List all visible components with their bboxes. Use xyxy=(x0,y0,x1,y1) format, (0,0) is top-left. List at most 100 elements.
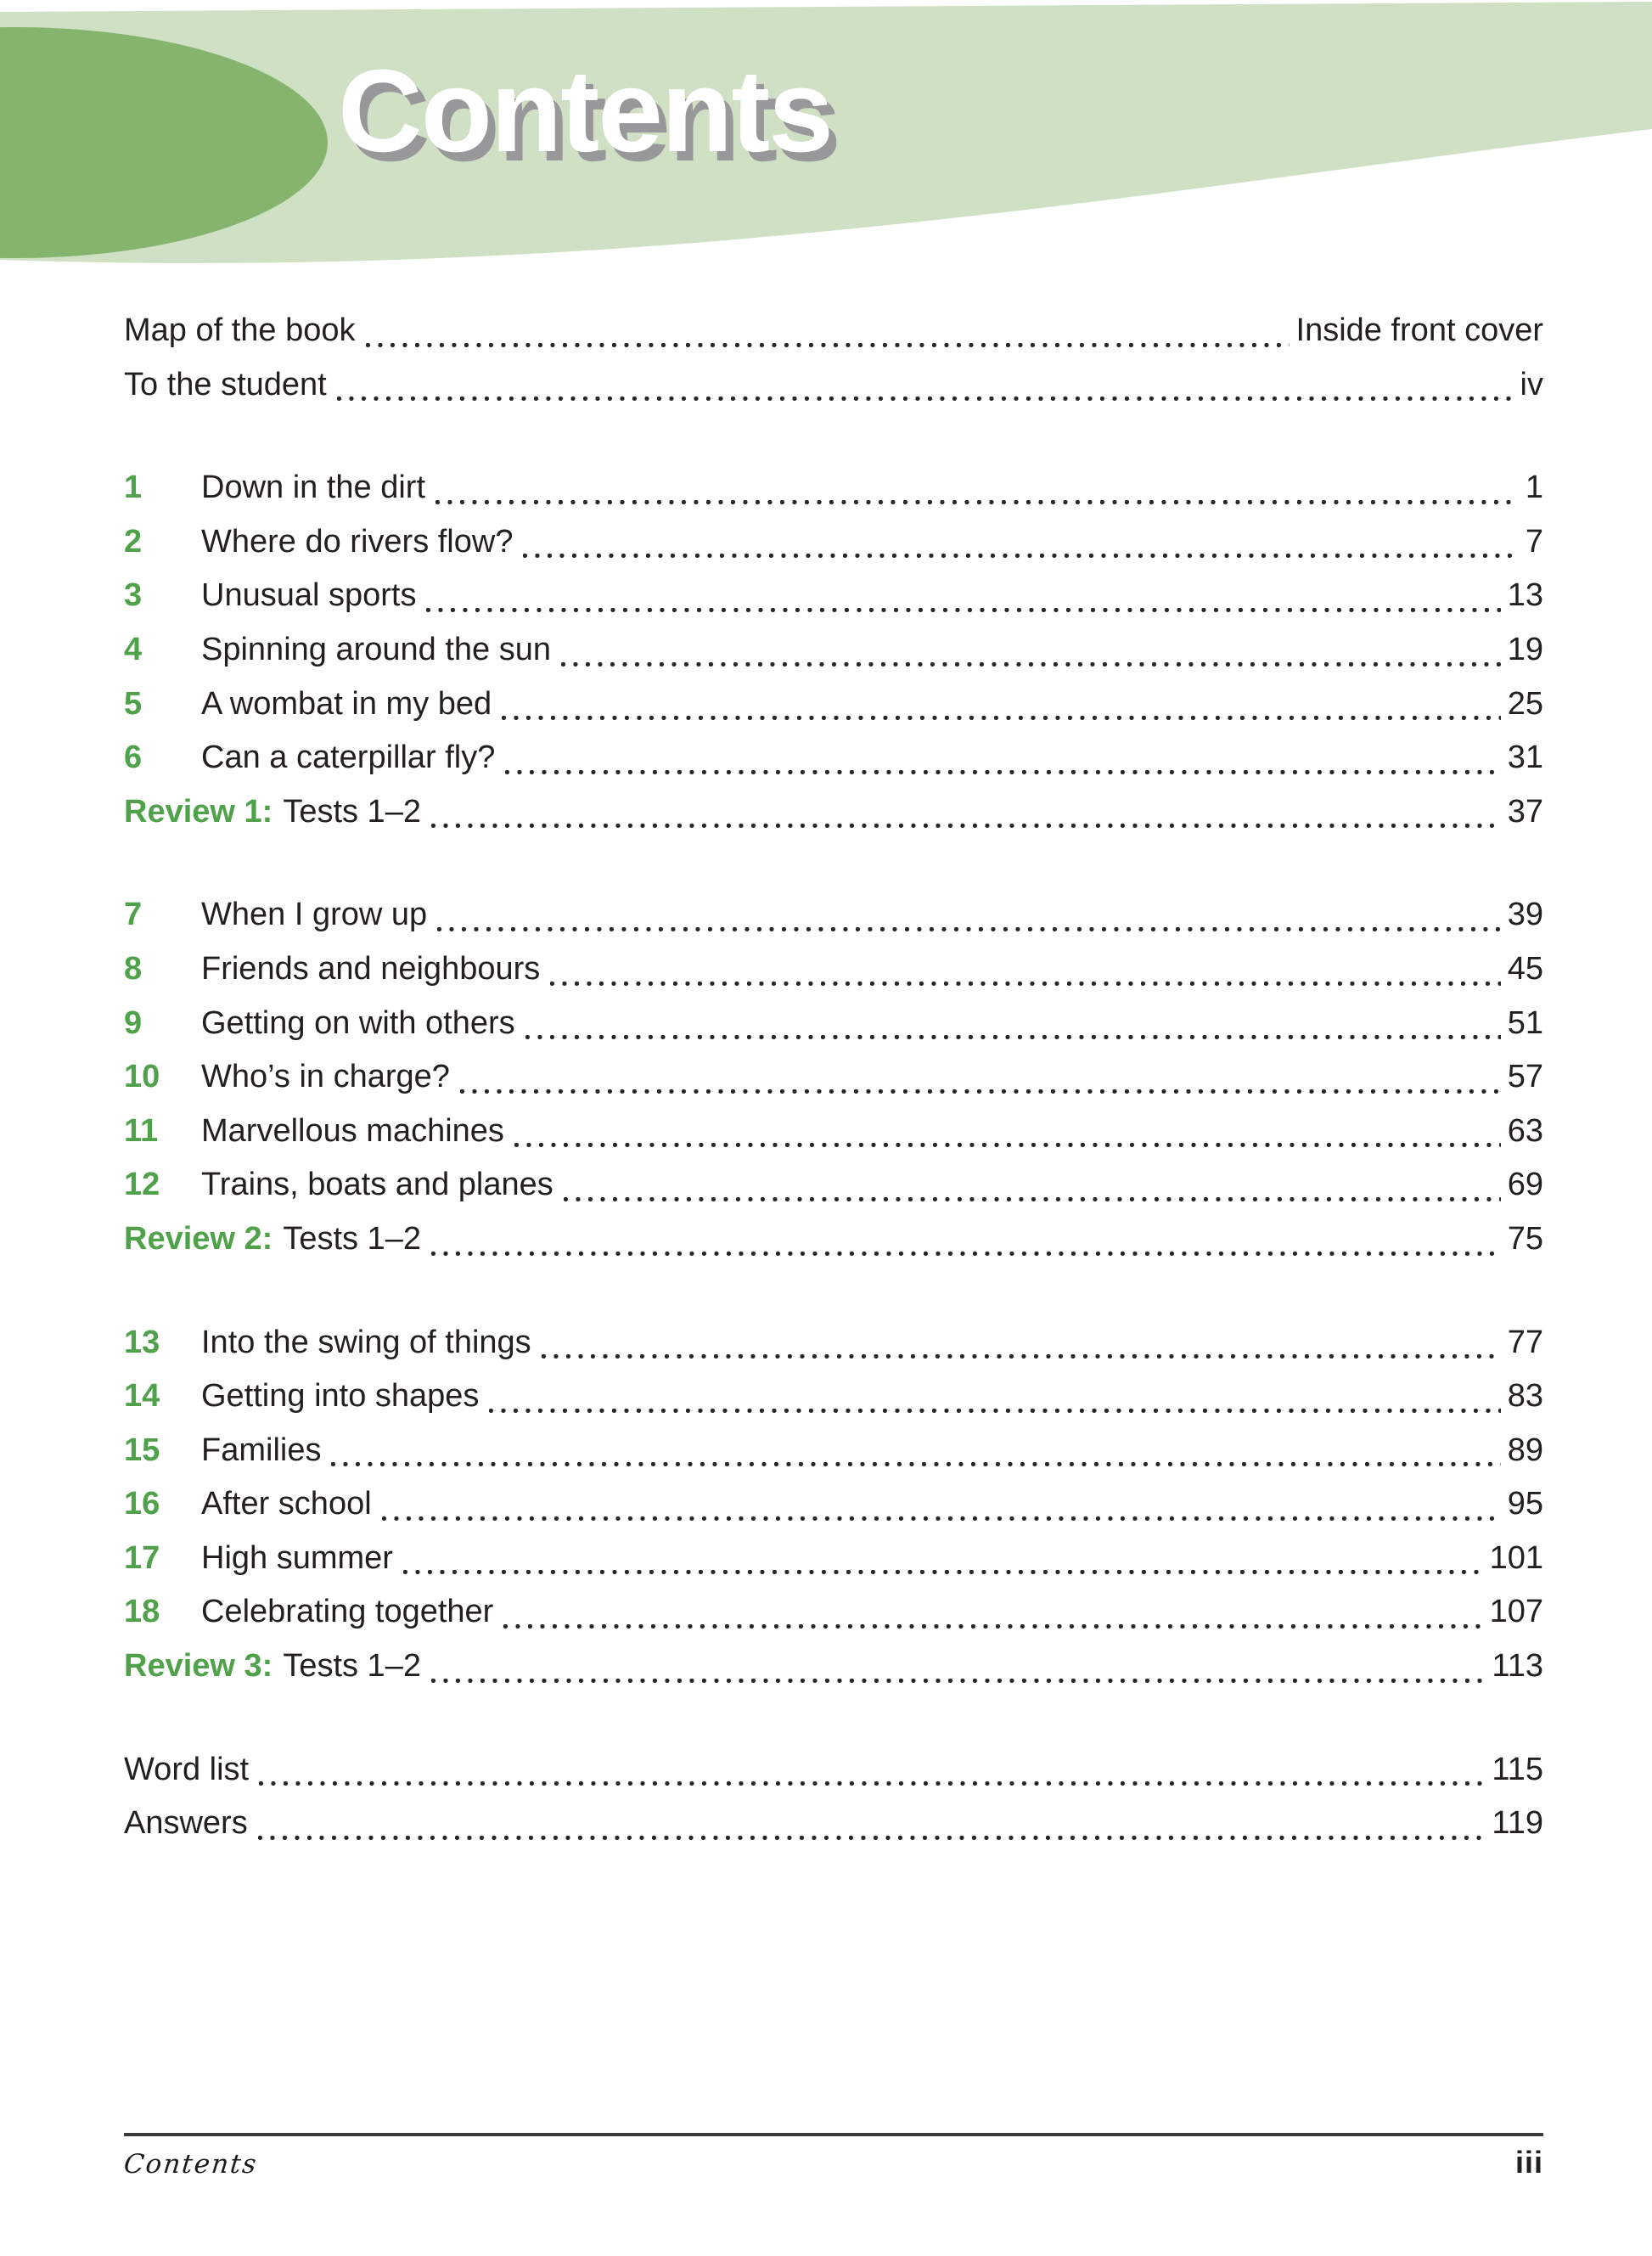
matter-row: Answers 119 xyxy=(124,1797,1543,1851)
chapter-number: 12 xyxy=(124,1167,160,1203)
dotted-leader xyxy=(259,1742,1486,1797)
chapter-number: 15 xyxy=(124,1432,160,1468)
entry-page-number: 69 xyxy=(1507,1167,1543,1203)
dotted-leader xyxy=(430,1212,1501,1267)
entry-page-number: 63 xyxy=(1507,1112,1543,1149)
entry-page-number: 13 xyxy=(1507,577,1543,614)
entry-page-number: 89 xyxy=(1507,1432,1543,1468)
entry-page-number: 19 xyxy=(1507,631,1543,667)
dotted-leader xyxy=(523,515,1519,570)
dotted-leader xyxy=(505,731,1501,785)
chapter-number: 17 xyxy=(124,1539,160,1576)
entry-title: Where do rivers flow? xyxy=(201,523,514,560)
front-matter-group: Map of the book Inside front cover To the … xyxy=(124,304,1543,413)
chapter-row: 15 Families 89 xyxy=(124,1423,1543,1478)
page-number-folio: iii xyxy=(1514,2145,1543,2180)
entry-title: Tests 1–2 xyxy=(283,1220,421,1257)
dotted-leader xyxy=(430,785,1501,840)
footer-section-label: Contents xyxy=(122,2149,260,2180)
chapter-number: 18 xyxy=(124,1594,160,1630)
chapter-row: 2 Where do rivers flow? 7 xyxy=(124,515,1543,570)
chapter-row: 10 Who’s in charge? 57 xyxy=(124,1050,1543,1105)
dotted-leader xyxy=(459,1050,1501,1105)
entry-title: Friends and neighbours xyxy=(201,950,541,987)
dotted-leader xyxy=(502,677,1501,732)
entry-title: Trains, boats and planes xyxy=(201,1167,553,1203)
entry-title: Who’s in charge? xyxy=(201,1059,450,1095)
entry-page-number: 75 xyxy=(1507,1220,1543,1257)
chapter-row: 16 After school 95 xyxy=(124,1477,1543,1532)
review-row: Review 3: Tests 1–2 113 xyxy=(124,1640,1543,1694)
chapter-number: 11 xyxy=(124,1112,159,1149)
entry-title: Map of the book xyxy=(124,312,356,348)
footer-rule xyxy=(124,2133,1543,2136)
review-label: Review 1: xyxy=(124,793,273,830)
matter-row: Word list 115 xyxy=(124,1742,1543,1797)
entry-title: Marvellous machines xyxy=(201,1112,504,1149)
chapter-number: 14 xyxy=(124,1378,160,1415)
chapter-row: 14 Getting into shapes 83 xyxy=(124,1370,1543,1424)
dotted-leader xyxy=(514,1104,1501,1159)
entry-title: Spinning around the sun xyxy=(201,631,551,667)
dotted-leader xyxy=(430,1640,1486,1694)
chapter-row: 9 Getting on with others 51 xyxy=(124,996,1543,1051)
entry-title: Can a caterpillar fly? xyxy=(201,740,496,776)
dotted-leader xyxy=(525,996,1501,1051)
footer-row: Contents iii xyxy=(122,2145,1543,2180)
entry-title: Celebrating together xyxy=(201,1594,494,1630)
entry-title: Tests 1–2 xyxy=(283,793,421,830)
units-group-3: 13 Into the swing of things 77 14 Getting in… xyxy=(124,1315,1543,1694)
entry-title: Down in the dirt xyxy=(201,470,426,506)
chapter-number: 16 xyxy=(124,1486,160,1522)
chapter-number: 4 xyxy=(124,631,143,667)
dotted-leader xyxy=(489,1370,1501,1424)
dotted-leader xyxy=(550,942,1501,997)
matter-row: To the student iv xyxy=(124,357,1543,413)
chapter-row: 6 Can a caterpillar fly? 31 xyxy=(124,731,1543,785)
entry-page-number: 107 xyxy=(1489,1594,1543,1630)
entry-title: After school xyxy=(201,1486,372,1522)
chapter-row: 1 Down in the dirt 1 xyxy=(124,461,1543,515)
entry-title: Tests 1–2 xyxy=(283,1648,421,1685)
chapter-number: 3 xyxy=(124,577,143,614)
entry-page-number: 25 xyxy=(1507,685,1543,722)
table-of-contents: Map of the book Inside front cover To the … xyxy=(124,304,1543,1851)
entry-page-number: 57 xyxy=(1507,1059,1543,1095)
entry-page-number: 39 xyxy=(1507,897,1543,933)
entry-page-number: 7 xyxy=(1525,523,1543,560)
chapter-row: 18 Celebrating together 107 xyxy=(124,1585,1543,1640)
entry-page-number: 51 xyxy=(1507,1004,1543,1041)
entry-page-number: 95 xyxy=(1507,1486,1543,1522)
dotted-leader xyxy=(402,1531,1483,1586)
entry-page-number: 37 xyxy=(1507,793,1543,830)
dotted-leader xyxy=(437,888,1501,942)
entry-title: Answers xyxy=(124,1805,248,1842)
entry-page-number: 31 xyxy=(1507,740,1543,776)
dotted-leader xyxy=(435,461,1519,515)
matter-row: Map of the book Inside front cover xyxy=(124,304,1543,358)
chapter-number: 8 xyxy=(124,950,143,987)
chapter-row: 5 A wombat in my bed 25 xyxy=(124,677,1543,732)
chapter-row: 3 Unusual sports 13 xyxy=(124,569,1543,623)
entry-title: Into the swing of things xyxy=(201,1324,531,1360)
dotted-leader xyxy=(541,1315,1501,1370)
page-header: Contents xyxy=(0,0,1652,289)
entry-title: A wombat in my bed xyxy=(201,685,492,722)
entry-title: Getting into shapes xyxy=(201,1378,480,1415)
chapter-number: 1 xyxy=(124,470,143,506)
units-group-2: 7 When I grow up 39 8 Friends and neighbours… xyxy=(124,888,1543,1267)
chapter-row: 13 Into the swing of things 77 xyxy=(124,1315,1543,1370)
chapter-number: 2 xyxy=(124,523,143,560)
entry-title: When I grow up xyxy=(201,897,428,933)
entry-title: Word list xyxy=(124,1751,250,1787)
entry-page-number: 77 xyxy=(1507,1324,1543,1360)
chapter-row: 17 High summer 101 xyxy=(124,1531,1543,1586)
chapter-number: 13 xyxy=(124,1324,160,1360)
dotted-leader xyxy=(336,357,1514,413)
chapter-number: 6 xyxy=(124,740,143,776)
page-title: Contents xyxy=(338,46,834,177)
review-row: Review 2: Tests 1–2 75 xyxy=(124,1212,1543,1267)
page-footer: Contents iii xyxy=(122,2133,1543,2180)
entry-page-number: 83 xyxy=(1507,1378,1543,1415)
entry-page-number: 119 xyxy=(1492,1805,1543,1842)
